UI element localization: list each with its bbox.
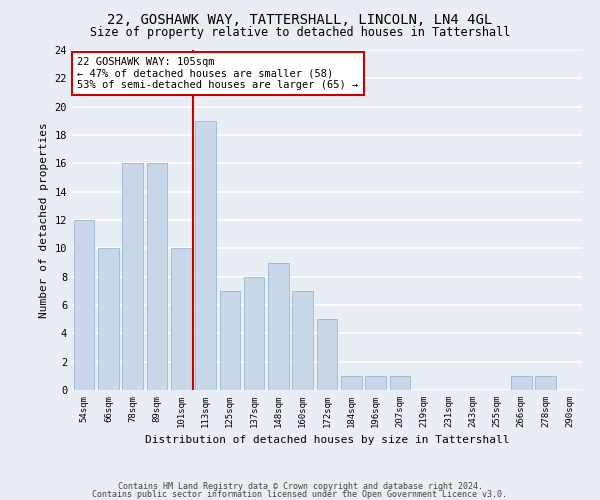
Bar: [292, 291, 313, 390]
Bar: [220, 291, 240, 390]
Bar: [171, 248, 191, 390]
Bar: [268, 262, 289, 390]
Bar: [195, 121, 216, 390]
Text: 22, GOSHAWK WAY, TATTERSHALL, LINCOLN, LN4 4GL: 22, GOSHAWK WAY, TATTERSHALL, LINCOLN, L…: [107, 12, 493, 26]
Bar: [244, 276, 265, 390]
Bar: [74, 220, 94, 390]
Bar: [341, 376, 362, 390]
Text: Size of property relative to detached houses in Tattershall: Size of property relative to detached ho…: [90, 26, 510, 39]
Bar: [317, 319, 337, 390]
Bar: [98, 248, 119, 390]
Bar: [146, 164, 167, 390]
Text: Contains public sector information licensed under the Open Government Licence v3: Contains public sector information licen…: [92, 490, 508, 499]
Bar: [365, 376, 386, 390]
Bar: [122, 164, 143, 390]
Bar: [511, 376, 532, 390]
Text: Contains HM Land Registry data © Crown copyright and database right 2024.: Contains HM Land Registry data © Crown c…: [118, 482, 482, 491]
Y-axis label: Number of detached properties: Number of detached properties: [39, 122, 49, 318]
Bar: [535, 376, 556, 390]
Bar: [389, 376, 410, 390]
X-axis label: Distribution of detached houses by size in Tattershall: Distribution of detached houses by size …: [145, 436, 509, 446]
Text: 22 GOSHAWK WAY: 105sqm
← 47% of detached houses are smaller (58)
53% of semi-det: 22 GOSHAWK WAY: 105sqm ← 47% of detached…: [77, 57, 358, 90]
